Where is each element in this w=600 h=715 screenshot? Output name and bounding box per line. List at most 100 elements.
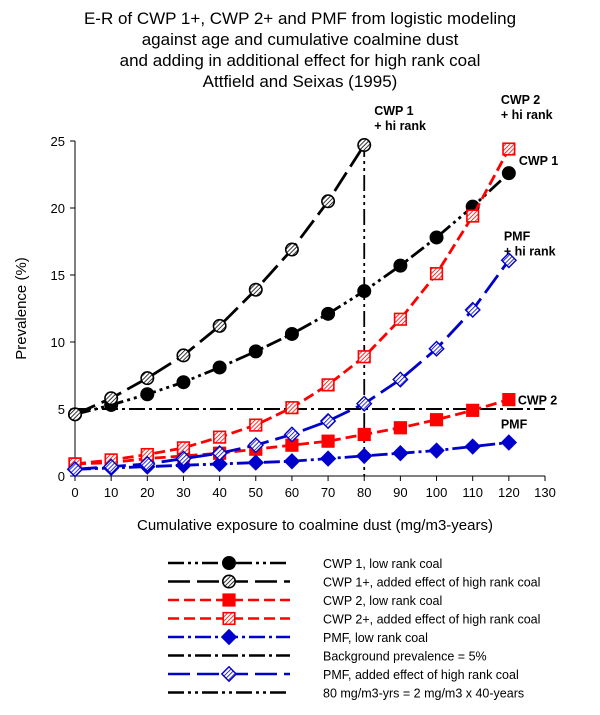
data-point [66,461,84,478]
data-point [321,434,335,448]
legend-item: CWP 1+, added effect of high rank coal [168,574,540,590]
series-group [66,138,518,478]
data-point [247,436,264,454]
legend-swatch-marker [222,611,236,626]
data-point [321,306,336,321]
legend-label: CWP 1+, added effect of high rank coal [323,576,540,590]
data-point [140,371,155,386]
chart-title-line-3: and adding in additional effect for high… [119,51,481,70]
annotation-label: CWP 2 [518,394,557,408]
data-point [213,430,227,444]
x-axis-title: Cumulative exposure to coalmine dust (mg… [137,517,493,534]
data-point [104,391,119,406]
data-point [285,401,299,415]
y-axis-title: Prevalence (%) [13,257,30,360]
x-tick-label: 120 [498,485,520,500]
annotation-label: CWP 1 [519,154,558,168]
legend-item: PMF, added effect of high rank coal [168,665,519,683]
data-point [212,318,227,333]
data-point [502,142,516,156]
legend-label: CWP 2, low rank coal [323,594,442,608]
y-tick-label: 15 [51,268,65,283]
data-point [249,418,263,432]
annotation-label: CWP 1 + hi rank [374,104,426,133]
annotation-label: PMF [501,418,528,432]
legend-label: PMF, low rank coal [323,631,428,645]
legend-item: 80 mg/m3-yrs = 2 mg/m3 x 40-years [168,687,524,701]
data-point [500,252,518,269]
data-point [211,455,228,473]
axes: 0 10 20 30 40 50 60 70 80 90 100 110 120 130 0 5 10 15 20 2… [13,134,556,534]
data-point [319,450,337,467]
data-point [428,340,445,357]
x-tick-label: 90 [393,485,407,500]
data-point [356,447,373,465]
data-point [429,267,444,281]
legend-item: CWP 2+, added effect of high rank coal [168,611,540,627]
data-point [466,403,480,417]
x-tick-label: 20 [140,485,154,500]
data-point [502,393,516,407]
data-point [283,426,301,443]
data-point [357,138,372,153]
data-point [68,407,83,422]
data-point [248,344,263,359]
x-tick-label: 30 [176,485,190,500]
legend-swatch-marker [222,574,237,589]
data-point [357,284,372,299]
x-tick-label: 130 [534,485,556,500]
data-point [176,348,191,363]
series-2 [68,138,372,422]
data-point [321,378,335,392]
data-point [357,350,371,364]
x-tick-label: 10 [104,485,118,500]
data-point [321,194,336,209]
y-tick-label: 5 [58,402,65,417]
annotation-label: PMF + hi rank [504,229,556,258]
data-point [247,454,264,471]
chart-title-line-4: Attfield and Seixas (1995) [202,72,398,91]
data-point [284,326,299,341]
data-point [102,458,120,475]
chart-title: E-R of CWP 1+, CWP 2+ and PMF from logis… [0,8,600,92]
data-point [464,438,481,455]
data-point [212,360,227,375]
legend-swatch-marker [222,593,236,607]
annotations: CWP 1 + hi rank CWP 2 + hi rank CWP 1 PMF + hi… [374,93,558,431]
data-point [501,166,516,181]
annotation-label: CWP 2 + hi rank [501,93,553,122]
data-point [139,455,156,473]
legend-item: PMF, low rank coal [168,628,428,646]
legend-item: CWP 2, low rank coal [168,593,442,608]
data-point [283,453,301,470]
series-line [74,172,510,416]
data-point [319,412,337,430]
data-point [393,312,407,326]
x-tick-label: 40 [212,485,226,500]
chart-title-line-1: E-R of CWP 1+, CWP 2+ and PMF from logis… [83,9,517,28]
legend-label: 80 mg/m3-yrs = 2 mg/m3 x 40-years [323,687,524,701]
data-point [356,395,373,412]
legend-swatch-marker [220,665,238,683]
data-point [392,445,409,462]
legend-label: Background prevalence = 5% [323,650,487,664]
x-tick-label: 0 [71,485,78,500]
x-tick-label: 60 [285,485,299,500]
legend-label: CWP 1, low rank coal [323,557,442,571]
series-4 [68,142,516,471]
y-tick-label: 25 [51,134,65,149]
x-tick-label: 100 [426,485,448,500]
x-tick-label: 50 [249,485,263,500]
data-point [248,282,263,297]
data-point [393,421,407,435]
data-point [500,434,518,451]
data-point [175,450,192,467]
legend-label: CWP 2+, added effect of high rank coal [323,613,540,627]
data-point [357,427,371,442]
data-point [429,413,444,427]
data-point [466,209,480,223]
legend-swatch-marker [220,628,238,646]
y-tick-label: 10 [51,335,65,350]
x-tick-label: 110 [462,485,483,500]
